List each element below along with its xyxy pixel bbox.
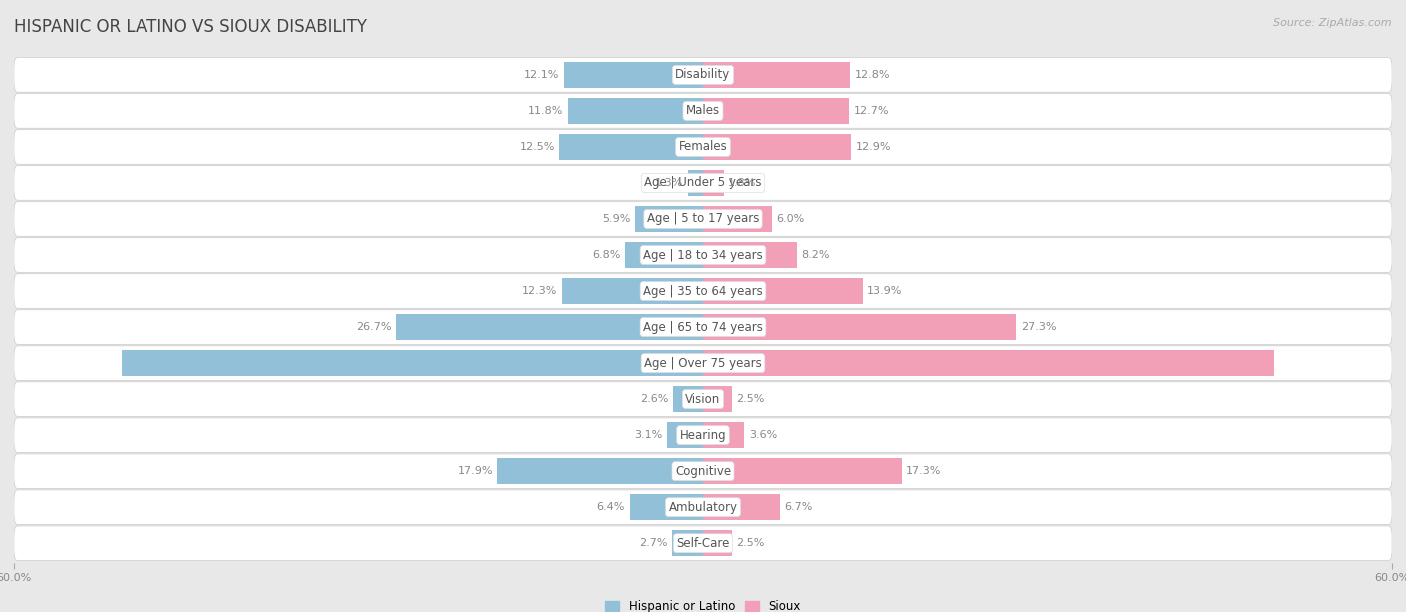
Text: 27.3%: 27.3% (1021, 322, 1056, 332)
Bar (703, 386, 731, 412)
Text: 5.9%: 5.9% (602, 214, 631, 224)
Text: 12.3%: 12.3% (522, 286, 557, 296)
Text: 6.4%: 6.4% (596, 502, 624, 512)
Text: Age | 18 to 34 years: Age | 18 to 34 years (643, 248, 763, 261)
Bar (703, 206, 772, 232)
Text: 6.7%: 6.7% (785, 502, 813, 512)
Text: 1.8%: 1.8% (728, 178, 756, 188)
FancyBboxPatch shape (14, 382, 1392, 416)
Bar (703, 314, 1017, 340)
Text: Females: Females (679, 140, 727, 154)
Text: Self-Care: Self-Care (676, 537, 730, 550)
Text: 12.9%: 12.9% (856, 142, 891, 152)
Bar (568, 98, 703, 124)
Bar (688, 170, 703, 196)
Bar (703, 170, 724, 196)
Text: 1.3%: 1.3% (655, 178, 683, 188)
FancyBboxPatch shape (14, 454, 1392, 488)
Bar (703, 494, 780, 520)
Text: 11.8%: 11.8% (527, 106, 562, 116)
Bar (703, 134, 851, 160)
FancyBboxPatch shape (14, 274, 1392, 308)
Bar (703, 62, 851, 88)
Text: Age | 5 to 17 years: Age | 5 to 17 years (647, 212, 759, 225)
Text: Age | Under 5 years: Age | Under 5 years (644, 176, 762, 190)
Text: 12.5%: 12.5% (519, 142, 555, 152)
Text: 3.1%: 3.1% (634, 430, 662, 440)
Bar (564, 62, 703, 88)
Text: HISPANIC OR LATINO VS SIOUX DISABILITY: HISPANIC OR LATINO VS SIOUX DISABILITY (14, 18, 367, 36)
Text: 6.0%: 6.0% (776, 214, 804, 224)
Text: 3.6%: 3.6% (749, 430, 778, 440)
Text: Ambulatory: Ambulatory (668, 501, 738, 513)
Legend: Hispanic or Latino, Sioux: Hispanic or Latino, Sioux (600, 595, 806, 612)
Text: Age | 35 to 64 years: Age | 35 to 64 years (643, 285, 763, 297)
Bar (673, 386, 703, 412)
Bar (122, 350, 703, 376)
Text: Vision: Vision (685, 393, 721, 406)
Text: 2.5%: 2.5% (737, 538, 765, 548)
FancyBboxPatch shape (14, 418, 1392, 452)
FancyBboxPatch shape (14, 490, 1392, 524)
Text: Disability: Disability (675, 69, 731, 81)
FancyBboxPatch shape (14, 310, 1392, 345)
Text: Hearing: Hearing (679, 428, 727, 442)
Text: 12.7%: 12.7% (853, 106, 889, 116)
Bar (630, 494, 703, 520)
FancyBboxPatch shape (14, 94, 1392, 128)
FancyBboxPatch shape (14, 237, 1392, 272)
Text: 2.6%: 2.6% (640, 394, 669, 404)
Text: 12.1%: 12.1% (524, 70, 560, 80)
Bar (703, 350, 1274, 376)
Bar (498, 458, 703, 484)
Text: 17.3%: 17.3% (907, 466, 942, 476)
Text: 12.8%: 12.8% (855, 70, 890, 80)
FancyBboxPatch shape (14, 130, 1392, 164)
Bar (562, 278, 703, 304)
Bar (703, 98, 849, 124)
Bar (636, 206, 703, 232)
Text: Source: ZipAtlas.com: Source: ZipAtlas.com (1274, 18, 1392, 28)
Text: Cognitive: Cognitive (675, 465, 731, 478)
FancyBboxPatch shape (14, 526, 1392, 561)
Text: Males: Males (686, 105, 720, 118)
Text: Age | 65 to 74 years: Age | 65 to 74 years (643, 321, 763, 334)
Bar (624, 242, 703, 268)
Text: 26.7%: 26.7% (356, 322, 392, 332)
Bar (703, 530, 731, 556)
Text: 2.7%: 2.7% (638, 538, 668, 548)
Text: 17.9%: 17.9% (457, 466, 494, 476)
Text: Age | Over 75 years: Age | Over 75 years (644, 357, 762, 370)
Bar (672, 530, 703, 556)
Bar (668, 422, 703, 448)
Text: 2.5%: 2.5% (737, 394, 765, 404)
Text: 6.8%: 6.8% (592, 250, 620, 260)
Bar (703, 278, 863, 304)
Bar (703, 242, 797, 268)
Bar (703, 458, 901, 484)
FancyBboxPatch shape (14, 58, 1392, 92)
Bar (703, 422, 744, 448)
Text: 49.7%: 49.7% (1347, 358, 1386, 368)
Text: 13.9%: 13.9% (868, 286, 903, 296)
Text: 50.6%: 50.6% (20, 358, 58, 368)
Text: 8.2%: 8.2% (801, 250, 831, 260)
FancyBboxPatch shape (14, 346, 1392, 381)
FancyBboxPatch shape (14, 202, 1392, 236)
Bar (560, 134, 703, 160)
Bar (396, 314, 703, 340)
FancyBboxPatch shape (14, 166, 1392, 200)
